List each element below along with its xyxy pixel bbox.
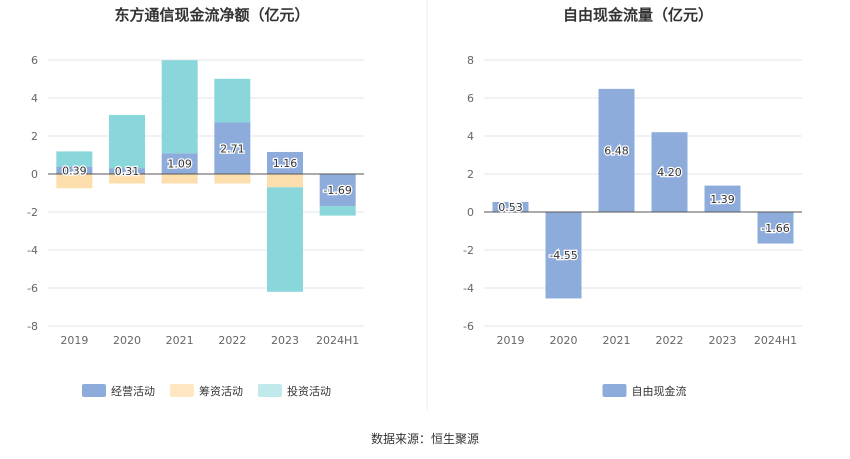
chart1-data-label: 0.31 [115, 165, 140, 178]
chart1-legend-swatch[interactable] [170, 384, 194, 397]
chart2-y-tick-label: 8 [467, 54, 474, 67]
chart1-bar-financing [214, 174, 251, 184]
chart2-bar-free_cf [757, 212, 794, 244]
chart1-data-label: 1.16 [273, 157, 298, 170]
chart2-x-tick-label: 2024H1 [754, 334, 797, 347]
chart1-x-tick-label: 2022 [218, 334, 246, 347]
chart2-x-tick-label: 2019 [497, 334, 525, 347]
chart2-bar-free_cf [704, 185, 741, 212]
chart2-data-label: 6.48 [604, 144, 629, 157]
data-source-note: 数据来源：恒生聚源 [370, 432, 479, 446]
chart1-bar-financing [109, 174, 145, 184]
chart1-bar-operating [161, 153, 198, 174]
chart1-bar-investing [161, 60, 198, 154]
chart1-x-tick-label: 2019 [60, 334, 88, 347]
chart2-bar-free_cf [492, 201, 529, 212]
chart2-y-tick-label: -4 [463, 282, 474, 295]
chart2-y-tick-label: 2 [467, 168, 474, 181]
chart1-y-tick-label: 4 [31, 92, 38, 105]
chart2-bar-free_cf [651, 132, 688, 212]
chart2-y-tick-label: 6 [467, 92, 474, 105]
chart1-data-label: 0.39 [62, 164, 87, 177]
chart1-data-label: 2.71 [220, 142, 245, 155]
chart2-bar-free_cf [545, 212, 582, 299]
chart1-y-tick-label: 0 [31, 168, 38, 181]
chart1-bar-operating [109, 168, 145, 174]
chart1-title: 东方通信现金流净额（亿元） [114, 6, 309, 24]
chart1-bar-financing [161, 174, 198, 184]
chart1-x-tick-label: 2023 [271, 334, 299, 347]
chart1-legend-label[interactable]: 筹资活动 [199, 384, 243, 398]
chart1-bar-investing [56, 151, 93, 167]
chart2-x-tick-label: 2022 [656, 334, 684, 347]
chart2-legend-swatch[interactable] [602, 384, 627, 397]
chart2-x-tick-label: 2020 [550, 334, 578, 347]
chart1-data-label: 1.09 [167, 158, 192, 171]
chart2-data-label: -1.66 [761, 222, 789, 235]
chart2-data-label: 4.20 [657, 166, 682, 179]
chart2-data-label: 1.39 [710, 193, 735, 206]
chart2-title: 自由现金流量（亿元） [563, 6, 713, 24]
chart1-x-tick-label: 2024H1 [316, 334, 359, 347]
chart1-x-tick-label: 2021 [166, 334, 194, 347]
chart1-y-tick-label: -8 [27, 320, 38, 333]
chart1-bar-investing [109, 114, 145, 169]
chart1-y-tick-label: 2 [31, 130, 38, 143]
chart2-x-tick-label: 2023 [709, 334, 737, 347]
chart1-bar-financing [56, 174, 93, 189]
chart2-bar-free_cf [598, 88, 635, 212]
chart1-y-tick-label: -4 [27, 244, 38, 257]
chart1-legend-label[interactable]: 投资活动 [287, 384, 331, 398]
chart1-bar-operating [267, 151, 303, 174]
chart1-data-label: -1.69 [323, 184, 351, 197]
chart2-y-tick-label: 4 [467, 130, 474, 143]
chart2-y-tick-label: 0 [467, 206, 474, 219]
chart2-y-tick-label: -2 [463, 244, 474, 257]
chart2-data-label: -4.55 [549, 249, 577, 262]
chart2-data-label: 0.53 [498, 201, 523, 214]
chart1-legend-label[interactable]: 经营活动 [111, 384, 155, 398]
chart1-y-tick-label: 6 [31, 54, 38, 67]
chart1-y-tick-label: -6 [27, 282, 38, 295]
chart1-bar-operating [214, 122, 251, 174]
chart2-legend-label[interactable]: 自由现金流 [632, 384, 687, 398]
chart1-x-tick-label: 2020 [113, 334, 141, 347]
chart1-bar-operating [56, 166, 93, 174]
chart1-legend-swatch[interactable] [258, 384, 282, 397]
chart2-y-tick-label: -6 [463, 320, 474, 333]
chart1-bar-investing [319, 206, 356, 216]
chart2-x-tick-label: 2021 [603, 334, 631, 347]
chart1-legend-swatch[interactable] [82, 384, 106, 397]
chart1-bar-investing [267, 187, 303, 292]
chart1-y-tick-label: -2 [27, 206, 38, 219]
chart1-bar-financing [267, 174, 303, 188]
chart1-bar-operating [319, 174, 356, 207]
chart1-bar-investing [214, 78, 251, 123]
